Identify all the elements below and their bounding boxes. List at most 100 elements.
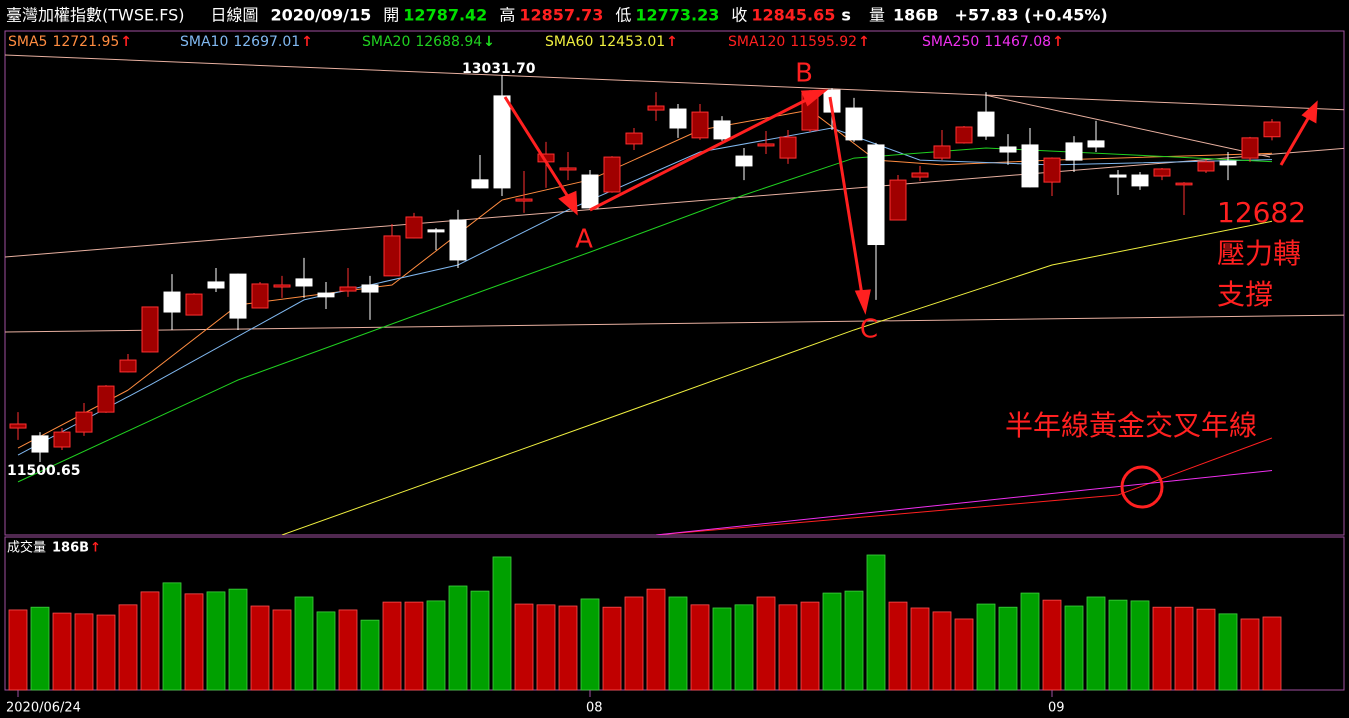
ma-line [655,437,1273,535]
candle-body [31,435,49,453]
candle-body [1109,174,1127,178]
candle-body [163,291,181,313]
candle-body [207,281,225,289]
volume-bar [712,607,732,691]
volume-bar [866,554,886,691]
volume-bar [1262,616,1282,691]
ma-line [655,469,1273,535]
volume-bar [1174,606,1194,691]
volume-bar [382,601,402,691]
candle-body [559,167,577,171]
price-panel [4,30,1345,536]
header-text: 186B [893,6,939,25]
volume-bar [1240,618,1260,691]
candle-body [1153,168,1171,177]
volume-bar [250,605,270,691]
header-text: 12787.42 [403,6,487,25]
candle-body [889,179,907,221]
volume-trend: ↑ [90,541,101,556]
volume-bar [734,604,754,691]
legend-name: SMA120 [728,34,785,50]
volume-bar [646,588,666,691]
ui: 臺灣加權指數(TWSE.FS) 日線圖 2020/09/15 開 12787.42 高 12… [6,6,1306,716]
volume-bar [580,598,600,691]
volume-bar [492,556,512,691]
volume-bar [184,593,204,691]
legend-name: SMA250 [922,34,979,50]
arrow [1279,114,1312,166]
ma-line [281,220,1273,535]
x-tick-label: 08 [586,701,603,716]
trend-line [5,54,1344,111]
header-text: 臺灣加權指數(TWSE.FS) [6,6,185,25]
candle-body [273,284,291,288]
volume-bar [624,596,644,691]
legend-value: 12688.94 [415,34,482,50]
candle-body [735,155,753,167]
legend-value: 11595.92 [790,34,857,50]
volume-bar [1042,599,1062,691]
annotation: 半年線黃金交叉年線 [1005,409,1257,442]
candle-body [779,136,797,159]
legend-trend: ↓ [483,34,495,50]
volume-bar [206,591,226,691]
arrows [503,89,1318,509]
volume-bar [1020,592,1040,691]
volume-bar [668,596,688,691]
candle-body [977,111,995,137]
candle-body [647,105,665,111]
volume-bar [778,604,798,691]
volume-title: 成交量 [7,540,46,556]
candle-body [581,174,599,209]
x-tick-label: 2020/06/24 [6,701,81,716]
ma-line [17,147,1273,483]
volume-bar [118,604,138,691]
volume-current: 186B [52,541,89,556]
header-text: 收 [731,6,747,25]
candle-body [1197,161,1215,172]
volume-bar [30,606,50,691]
candle-body [97,385,115,413]
candle-body [383,235,401,277]
arrow-head [854,289,871,315]
candle-body [933,145,951,159]
volume-bar [1086,596,1106,691]
legend-trend: ↑ [301,34,313,50]
header-text: 高 [499,6,515,25]
volume-bar [1218,613,1238,691]
volume-bar [514,603,534,691]
annotation: 支撐 [1217,278,1273,311]
legend-trend: ↑ [120,34,132,50]
plot [9,75,1281,535]
annotation: 壓力轉 [1217,237,1301,270]
candle-body [339,286,357,292]
candle-body [845,107,863,141]
legend-name: SMA5 [8,34,47,50]
volume-bar [844,590,864,691]
volume-bar [52,612,72,691]
candle-body [493,95,511,189]
candle-body [9,423,27,429]
volume-bar [602,606,622,691]
header-text: 12773.23 [635,6,719,25]
candle-body [1263,121,1281,138]
arrow-head [800,89,829,107]
candle-body [867,144,885,246]
volume-bar [910,607,930,691]
header-text: 2020/09/15 [271,6,372,25]
legend-trend: ↑ [858,34,870,50]
volume-bar [470,590,490,691]
volume-bar [426,600,446,691]
candle-body [119,359,137,373]
annotation: 12682 [1217,196,1306,229]
candle-body [955,126,973,144]
volume-bar [822,592,842,691]
arrow-head [1301,100,1318,124]
legend-value: 12697.01 [233,34,300,50]
candle-body [251,283,269,309]
candle-body [1087,140,1105,148]
header-text: +57.83 (+0.45%) [955,6,1108,25]
volume-bar [932,611,952,691]
volume-bar [338,609,358,691]
